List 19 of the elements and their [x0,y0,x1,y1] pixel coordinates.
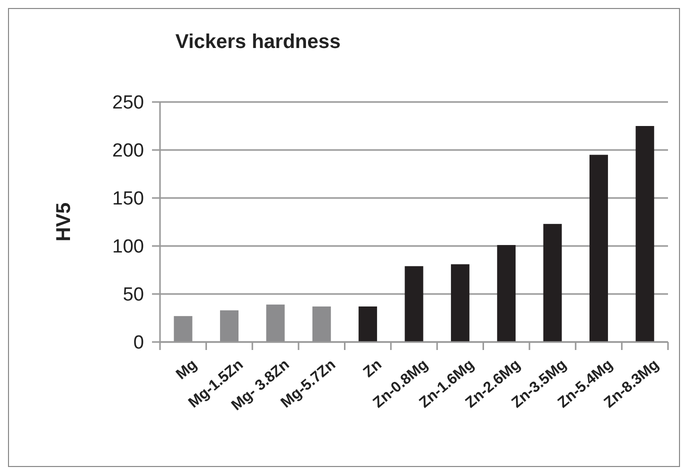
bar [312,306,331,342]
y-tick-label: 50 [122,284,144,306]
bar [497,245,516,342]
y-tick-label: 100 [112,236,144,258]
bar [266,304,285,342]
y-tick-label: 200 [112,140,144,162]
y-tick-label: 0 [133,332,144,354]
y-axis-title: HV5 [53,202,75,242]
bar [450,264,470,342]
chart-title: Vickers hardness [175,31,341,53]
y-tick-label: 250 [112,92,144,114]
y-tick-label: 150 [112,188,144,210]
bar [543,224,562,342]
bar [358,306,378,342]
bar [174,316,192,342]
bar [220,310,239,342]
bar [589,154,608,342]
bar [404,266,424,342]
bar [636,126,654,342]
